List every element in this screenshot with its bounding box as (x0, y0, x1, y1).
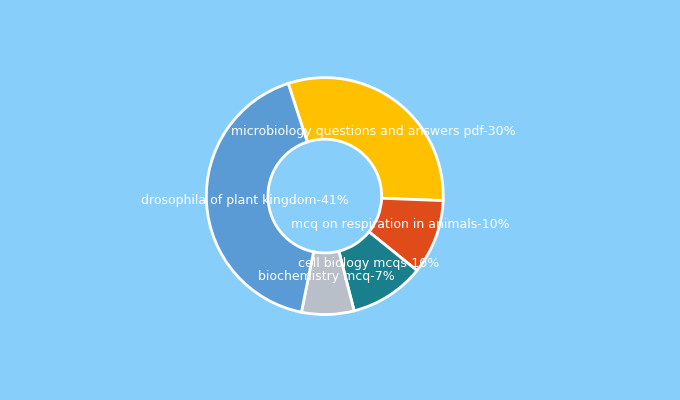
Wedge shape (339, 232, 417, 311)
Wedge shape (206, 84, 313, 312)
Text: biochemistry mcq-7%: biochemistry mcq-7% (258, 270, 395, 283)
Wedge shape (301, 251, 354, 314)
Text: microbiology questions and answers pdf-30%: microbiology questions and answers pdf-3… (231, 125, 515, 138)
Wedge shape (288, 78, 443, 201)
Text: mcq on respiration in animals-10%: mcq on respiration in animals-10% (291, 218, 509, 231)
Wedge shape (369, 198, 443, 270)
Text: drosophila of plant kingdom-41%: drosophila of plant kingdom-41% (141, 194, 348, 207)
Text: cell biology mcqs-10%: cell biology mcqs-10% (298, 257, 439, 270)
